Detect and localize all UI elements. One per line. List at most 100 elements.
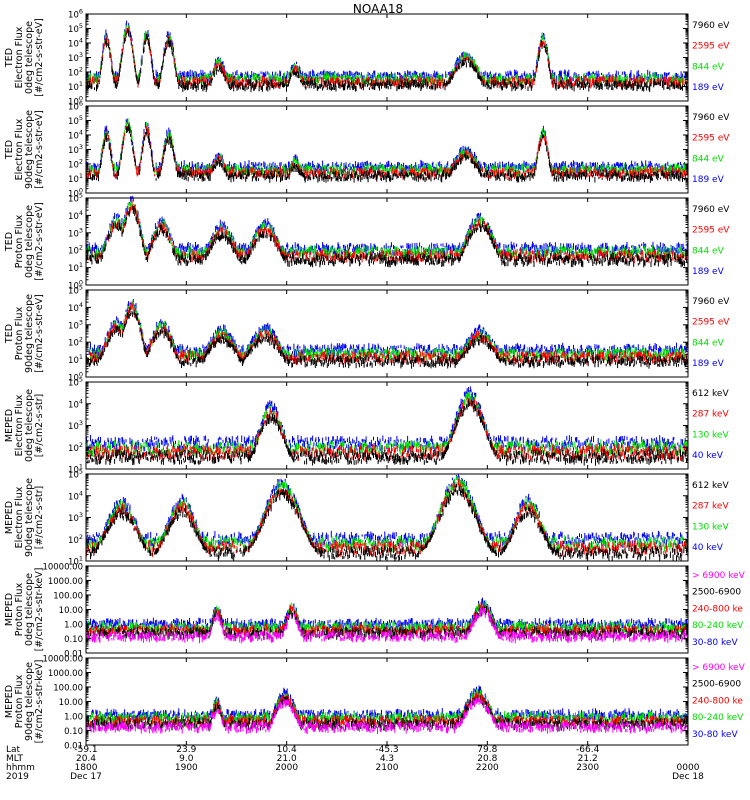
data-point [522, 163, 524, 171]
data-point [461, 59, 463, 63]
data-point [212, 70, 214, 74]
data-point [453, 67, 455, 71]
data-point [655, 83, 657, 86]
data-point [336, 75, 338, 82]
data-point [195, 170, 196, 176]
data-point [333, 80, 335, 88]
data-point [374, 80, 376, 86]
data-point [175, 67, 177, 73]
data-point [233, 76, 235, 80]
data-point [278, 79, 280, 83]
data-point [284, 83, 285, 87]
data-point [166, 41, 168, 49]
data-point [634, 161, 636, 167]
data-point [98, 80, 99, 83]
data-point [370, 162, 372, 166]
data-point [533, 163, 535, 169]
data-point [158, 82, 160, 89]
data-point [343, 83, 345, 91]
data-point [106, 132, 108, 136]
data-point [387, 73, 388, 81]
data-point [642, 77, 644, 82]
data-point [368, 78, 370, 81]
data-point [181, 79, 182, 82]
data-point [193, 84, 194, 90]
data-point [388, 161, 390, 167]
data-point [283, 77, 285, 84]
data-point [280, 76, 281, 82]
data-point [569, 78, 571, 85]
data-point [437, 79, 439, 86]
data-point [104, 126, 106, 132]
data-point [136, 76, 138, 82]
data-point [279, 70, 281, 77]
data-point [122, 140, 124, 144]
data-point [562, 77, 564, 82]
data-point [583, 73, 584, 79]
data-point [499, 161, 501, 167]
data-point [175, 70, 177, 78]
data-point [98, 79, 100, 85]
data-point [90, 84, 92, 90]
data-point [222, 67, 224, 75]
data-point [205, 82, 207, 87]
data-point [518, 163, 520, 169]
data-point [170, 46, 172, 50]
data-point [191, 82, 192, 86]
data-point [303, 78, 305, 81]
data-point [277, 83, 279, 88]
data-point [96, 74, 98, 78]
data-point [121, 49, 123, 52]
data-point [597, 79, 598, 85]
data-point [389, 74, 391, 78]
data-point [646, 76, 648, 81]
data-point [222, 64, 224, 70]
data-point [589, 162, 591, 168]
data-point [631, 83, 633, 86]
data-point [568, 76, 570, 79]
data-point [207, 76, 209, 82]
data-point [564, 85, 566, 89]
y-tick-label: 103 [68, 51, 83, 64]
data-point [288, 81, 289, 87]
data-point [315, 168, 317, 172]
data-point [233, 80, 235, 86]
data-point [544, 47, 546, 53]
data-point [629, 165, 631, 171]
data-point [207, 83, 209, 86]
data-point [556, 81, 558, 84]
data-point [225, 166, 227, 173]
data-point [655, 75, 657, 79]
data-point [495, 72, 497, 76]
data-point [168, 127, 170, 132]
data-point [589, 79, 590, 87]
data-point [581, 81, 583, 87]
data-point [300, 79, 301, 82]
data-point [139, 74, 141, 77]
data-point [276, 75, 278, 81]
data-point [383, 80, 385, 87]
data-point [176, 165, 178, 168]
data-point [228, 84, 230, 88]
data-point [348, 164, 350, 167]
data-point [518, 80, 520, 86]
data-point [360, 72, 362, 78]
data-point [305, 72, 307, 78]
data-point [528, 76, 530, 82]
data-point [575, 79, 577, 86]
data-point [217, 156, 219, 160]
data-point [520, 164, 522, 170]
data-point [637, 80, 639, 86]
data-point [516, 83, 518, 86]
data-point [415, 162, 417, 167]
data-point [143, 128, 145, 136]
data-point [183, 77, 184, 85]
data-point [190, 75, 192, 80]
data-point [539, 137, 541, 140]
data-point [486, 166, 488, 169]
data-point [266, 79, 268, 86]
data-point [142, 43, 144, 47]
data-point [626, 79, 628, 82]
data-point [247, 86, 249, 89]
data-point [111, 65, 113, 73]
